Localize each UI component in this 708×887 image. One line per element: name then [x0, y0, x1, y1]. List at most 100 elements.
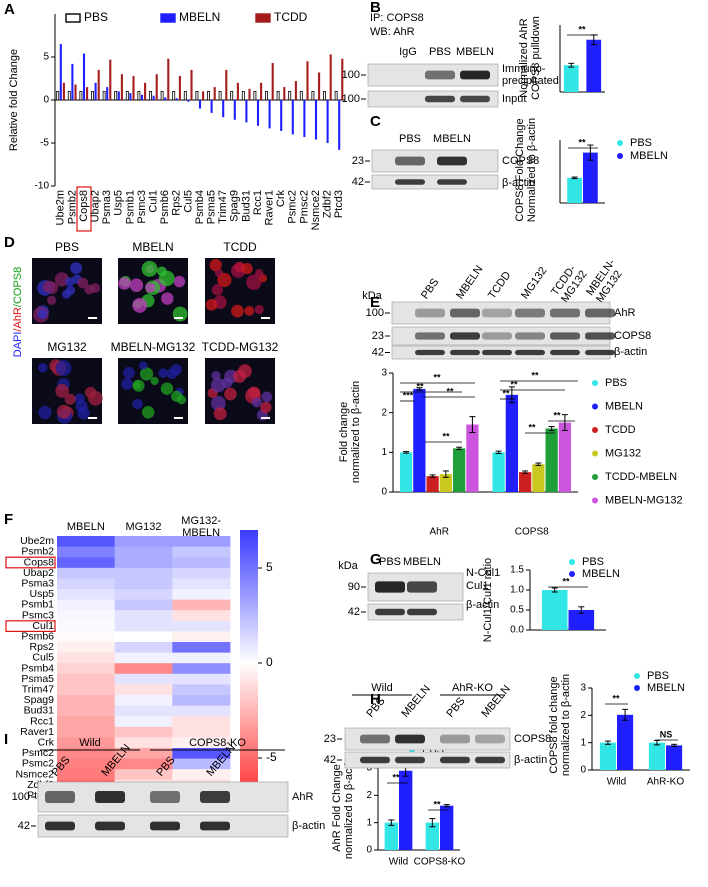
column-label: MG132-MBELN [181, 515, 221, 539]
legend-label: MBELN [582, 568, 620, 580]
cell [246, 274, 262, 290]
bar [426, 476, 439, 492]
significance: ** [578, 137, 586, 147]
x-tick-label: COPS8 [515, 527, 549, 538]
blot-band [515, 308, 545, 318]
x-tick-label: Cul5 [182, 190, 194, 213]
heatmap-cell [114, 769, 173, 781]
bar [149, 91, 152, 101]
bar [178, 75, 181, 100]
blot-band [395, 734, 425, 744]
bar [109, 59, 112, 100]
bar [303, 100, 306, 137]
bar [558, 422, 572, 492]
row-label: Cul5 [32, 652, 54, 664]
legend-swatch [592, 497, 598, 504]
heatmap-cell [172, 748, 231, 759]
y-axis-label: AhR Fold Changenormalized to β-actin [331, 757, 355, 859]
bar [384, 822, 398, 850]
cell [141, 260, 158, 277]
cell [129, 278, 144, 292]
blot-membrane [344, 727, 511, 751]
bar [120, 74, 123, 100]
blot-group: COPS8-KO [189, 737, 246, 749]
row-label: Immuno-precipitated [502, 63, 559, 87]
lane-label: MBELN [433, 133, 471, 145]
y-tick-label: 0.0 [510, 625, 524, 636]
bar [160, 91, 164, 101]
x-tick-label: Cops8 [78, 190, 90, 222]
heatmap-cell [57, 652, 116, 664]
significance: ** [578, 24, 586, 34]
cell [132, 380, 142, 390]
bar [311, 91, 315, 101]
bar [59, 44, 62, 100]
panel-label: I [4, 731, 8, 748]
bar [318, 72, 321, 100]
blot-band [440, 734, 470, 744]
heatmap-cell [172, 546, 231, 558]
cell [37, 309, 48, 319]
bar [518, 472, 532, 492]
x-tick-label: Bud31 [240, 190, 252, 222]
heatmap-cell [172, 642, 231, 653]
bar [413, 388, 426, 492]
significance: ** [433, 799, 441, 809]
heatmap-cell [57, 546, 116, 558]
bar [439, 474, 453, 492]
blot-band [415, 308, 445, 318]
bar [56, 91, 60, 101]
bar [210, 100, 213, 113]
x-tick-label: Ube2m [55, 190, 67, 225]
bar [86, 87, 89, 100]
heatmap-cell [57, 705, 116, 717]
row-label: Ube2m [20, 535, 54, 547]
channel-separator: / [12, 303, 24, 307]
channel-name: COPS8 [12, 267, 24, 304]
legend-label: PBS [84, 10, 108, 24]
row-label: Psma5 [21, 673, 54, 685]
cell [65, 277, 75, 287]
highlight-box [5, 556, 56, 569]
image-label: MBELN [132, 240, 173, 254]
row-label: Trim47 [22, 683, 54, 695]
bar [329, 54, 332, 100]
column-label: MG132 [125, 521, 161, 533]
cell [172, 306, 188, 322]
panel-label: G [370, 551, 382, 568]
y-tick-label: 0 [43, 95, 49, 106]
row-label: AhR [292, 791, 313, 803]
bar [532, 464, 545, 492]
cell [55, 360, 72, 376]
row-label: Nsmce2 [15, 768, 54, 780]
heatmap-cell [57, 557, 116, 569]
cell [139, 367, 154, 381]
panel-label: B [370, 0, 381, 16]
heatmap-cell [172, 557, 231, 569]
heatmap-cell [114, 536, 173, 547]
significance: ** [416, 381, 424, 391]
column-label: MBELN [67, 521, 105, 533]
colorbar [240, 530, 258, 796]
x-tick-label: Crk [275, 190, 287, 208]
lane-label: TCDD-MG132 [549, 261, 589, 304]
blot-band [585, 308, 615, 318]
cell [173, 275, 186, 288]
significance: ** [553, 410, 561, 420]
row-label: β-actin [614, 346, 647, 358]
cell [260, 401, 272, 413]
y-tick-label: 3 [381, 368, 387, 379]
cell [158, 270, 175, 287]
x-tick-label: Pmsc2 [298, 190, 310, 224]
lane-label: PBS [399, 133, 421, 145]
x-tick-label: Trim47 [217, 190, 229, 224]
significance: ** [531, 370, 539, 380]
cell [132, 297, 148, 313]
cell [75, 400, 88, 413]
blot-band [450, 349, 480, 356]
cell [56, 404, 71, 419]
blot-membrane [371, 149, 499, 173]
x-tick-label: Psmb1 [124, 190, 136, 224]
mw-marker: 42 [348, 606, 360, 618]
cell [244, 306, 255, 316]
